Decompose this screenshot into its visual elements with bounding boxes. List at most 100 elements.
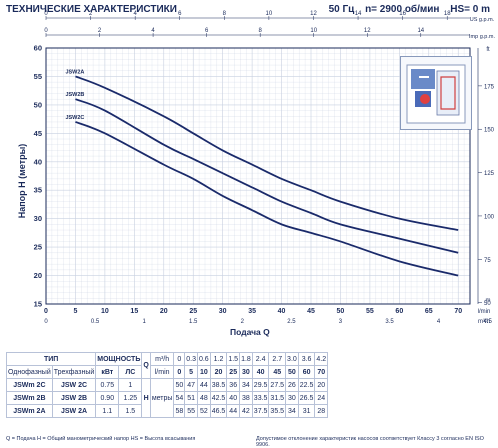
- x-tick-label: 35: [248, 308, 256, 315]
- ft-tick-label: 150: [484, 128, 495, 134]
- ft-unit-label: ft: [486, 47, 490, 53]
- imp-gpm-tick-label: 6: [205, 28, 209, 34]
- h-cell: 34: [285, 404, 299, 418]
- h-cell: 29.5: [251, 378, 270, 392]
- y-tick-label: 25: [34, 243, 42, 252]
- ft-tick-label: 100: [484, 214, 495, 220]
- hp-cell: 1.25: [118, 391, 143, 405]
- us-gpm-tick-label: 0: [44, 11, 48, 17]
- h-cell: 55: [184, 404, 198, 418]
- us-gpm-tick-label: 10: [266, 11, 273, 17]
- q-unit-m3h: m³/h: [149, 352, 175, 366]
- x-tick-label: 20: [160, 308, 168, 315]
- m-unit-label: m: [486, 298, 491, 304]
- x-m3h-tick-label: 3.5: [385, 319, 394, 325]
- q-m3h-cell: 0: [173, 352, 186, 366]
- h-cell: 37.5: [251, 404, 270, 418]
- speed-label: n= 2900 об/мин: [365, 4, 440, 15]
- q-m3h-cell: 1.2: [209, 352, 228, 366]
- x-tick-label: 15: [130, 308, 138, 315]
- footer-tolerance-note: Допустимое отклонение характеристик насо…: [256, 436, 484, 448]
- h-cell: 36: [226, 378, 241, 392]
- x-tick-label: 45: [307, 308, 315, 315]
- q-lmin-cell: 30: [239, 365, 253, 379]
- series-label-jsw2c: JSW2C: [65, 115, 84, 121]
- q-m3h-cell: 0.6: [196, 352, 211, 366]
- x-m3h-tick-label: 3: [339, 319, 343, 325]
- h-cell: 52: [196, 404, 211, 418]
- kw-cell: 0.90: [95, 391, 120, 405]
- h-cell: 42: [239, 404, 253, 418]
- q-m3h-cell: 1.8: [239, 352, 253, 366]
- y-tick-label: 55: [34, 72, 42, 81]
- footer-legend: Q = Подача H = Общий манометрический нап…: [6, 436, 196, 442]
- frequency-label: 50 Гц: [328, 4, 355, 15]
- single-phase-header: Однофазный: [6, 365, 53, 379]
- y-tick-label: 60: [34, 44, 42, 53]
- h-cell: 33.5: [251, 391, 270, 405]
- h-cell: 51: [184, 391, 198, 405]
- table-row: JSWm 2C JSW 2C 0.75 1 H метры 50 47 44 3…: [6, 378, 329, 418]
- h-cell: 31: [297, 404, 316, 418]
- x-m3h-tick-label: 2.5: [287, 319, 296, 325]
- h-unit: метры: [149, 378, 175, 418]
- q-lmin-cell: 25: [226, 365, 241, 379]
- q-lmin-cell: 0: [173, 365, 186, 379]
- imp-gpm-unit-label: Imp g.p.m.: [469, 34, 495, 40]
- x-tick-label: 65: [425, 308, 433, 315]
- us-gpm-unit-label: US g.p.m.: [470, 17, 495, 23]
- y-tick-label: 30: [34, 214, 42, 223]
- series-line-jsw2a: [75, 75, 459, 231]
- h-header: H: [141, 378, 151, 418]
- q-lmin-cell: 50: [285, 365, 299, 379]
- us-gpm-tick-label: 18: [444, 11, 451, 17]
- x-tick-label: 10: [101, 308, 109, 315]
- h-cell: 48: [196, 391, 211, 405]
- h-cell: 50: [173, 378, 186, 392]
- h-cell: 47: [184, 378, 198, 392]
- model-single-cell: JSWm 2C: [6, 378, 53, 392]
- y-tick-label: 35: [34, 186, 42, 195]
- us-gpm-tick-label: 14: [355, 11, 362, 17]
- x-tick-label: 25: [189, 308, 197, 315]
- q-m3h-cell: 1.5: [226, 352, 241, 366]
- ft-tick-label: 50: [484, 301, 491, 307]
- q-m3h-cell: 0.3: [184, 352, 198, 366]
- x-axis-label: Подача Q: [230, 327, 270, 337]
- h-cell: 26: [285, 378, 299, 392]
- us-gpm-tick-label: 4: [133, 11, 137, 17]
- model-single-cell: JSWm 2B: [6, 391, 53, 405]
- h-cell: 20: [314, 378, 329, 392]
- q-header: Q: [141, 352, 151, 379]
- h-cell: 54: [173, 391, 186, 405]
- y-tick-label: 50: [34, 100, 42, 109]
- x-m3h-unit-label: m³/h: [478, 319, 490, 325]
- x-tick-label: 0: [44, 308, 48, 315]
- q-m3h-cell: 3.0: [285, 352, 299, 366]
- us-gpm-tick-label: 16: [399, 11, 406, 17]
- x-tick-label: 70: [454, 308, 462, 315]
- model-three-cell: JSW 2A: [51, 404, 97, 418]
- imp-gpm-tick-label: 8: [258, 28, 262, 34]
- x-tick-label: 55: [366, 308, 374, 315]
- x-tick-label: 60: [395, 308, 403, 315]
- x-m3h-tick-label: 0: [44, 319, 48, 325]
- h-cell: 40: [226, 391, 241, 405]
- h-cell: 35.5: [268, 404, 287, 418]
- h-cell: 28: [314, 404, 329, 418]
- plot-frame: [45, 47, 471, 305]
- operating-conditions: 50 Гц n= 2900 об/мин HS= 0 m: [321, 4, 490, 15]
- y-tick-label: 15: [34, 300, 42, 309]
- q-m3h-cell: 2.4: [251, 352, 270, 366]
- q-m3h-cell: 2.7: [268, 352, 287, 366]
- power-header: МОЩНОСТЬ: [95, 352, 143, 366]
- kw-cell: 0.75: [95, 378, 120, 392]
- x-tick-label: 40: [278, 308, 286, 315]
- series-label-jsw2b: JSW2B: [65, 92, 84, 98]
- ft-tick-label: 125: [484, 171, 495, 177]
- x-m3h-tick-label: 4: [437, 319, 441, 325]
- kw-cell: 1.1: [95, 404, 120, 418]
- ft-tick-label: 175: [484, 84, 495, 90]
- hp-header: ЛС: [118, 365, 143, 379]
